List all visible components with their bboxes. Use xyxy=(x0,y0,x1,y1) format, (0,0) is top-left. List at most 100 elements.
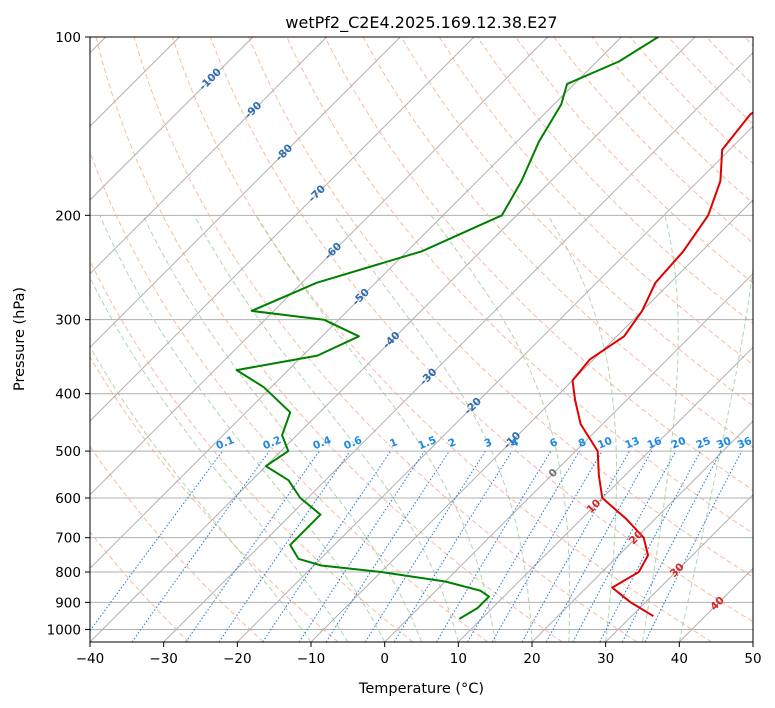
isotherm-gridline xyxy=(90,37,696,642)
dewpoint-profile-line xyxy=(235,37,659,620)
mixing-ratio-line xyxy=(131,450,270,642)
y-tick-label: 900 xyxy=(55,595,81,611)
x-tick-label: −20 xyxy=(223,651,252,667)
mixing-ratio-label: 36 xyxy=(736,435,754,452)
dry-adiabat xyxy=(286,37,753,534)
moist-adiabat xyxy=(90,345,312,642)
isotherm-gridline xyxy=(236,125,753,642)
x-tick-label: 20 xyxy=(523,651,540,667)
y-tick-label: 100 xyxy=(55,30,81,46)
dry-adiabat xyxy=(477,37,753,325)
y-tick-label: 800 xyxy=(55,565,81,581)
y-tick-label: 200 xyxy=(55,208,81,224)
mixing-ratio-line xyxy=(435,450,552,642)
dry-adiabat xyxy=(90,531,190,642)
moist-adiabat xyxy=(678,265,753,642)
isotherm-gridline xyxy=(531,420,753,642)
moist-adiabat xyxy=(642,215,679,642)
y-tick-label: 400 xyxy=(55,387,81,403)
mixing-ratio-line xyxy=(364,450,486,642)
x-tick-label: 50 xyxy=(744,651,761,667)
mixing-ratio-lines xyxy=(90,450,743,642)
dry-adiabat xyxy=(553,37,753,244)
dry-adiabat xyxy=(171,37,712,642)
mixing-ratio-label: 6 xyxy=(548,436,559,450)
mixing-ratio-label: 1 xyxy=(388,436,399,450)
y-tick-label: 1000 xyxy=(47,622,81,638)
x-tick-label: −40 xyxy=(76,651,105,667)
x-axis: −40 −30 −20 −10 0 10 20 30 40 50 xyxy=(76,642,762,667)
mixing-ratio-label: 2 xyxy=(446,436,457,450)
mixing-ratio-label: 30 xyxy=(715,435,733,452)
plot-frame xyxy=(89,36,754,643)
dry-adiabat xyxy=(90,259,414,642)
isotherm-gridline xyxy=(90,37,622,570)
isotherm-gridline xyxy=(384,272,753,642)
mixing-ratio-line xyxy=(545,450,653,642)
x-tick-label: 30 xyxy=(597,651,614,667)
moist-adiabat xyxy=(547,215,617,642)
y-axis-title: Pressure (hPa) xyxy=(12,287,28,391)
moist-adiabat xyxy=(430,215,571,642)
dry-adiabat xyxy=(438,37,753,366)
dry-adiabat xyxy=(400,37,753,407)
mixing-ratio-label: 16 xyxy=(645,435,663,452)
moist-adiabats xyxy=(90,215,753,642)
moist-adiabat xyxy=(142,215,422,642)
isotherm-gridline xyxy=(90,37,475,422)
dry-adiabat xyxy=(133,37,638,642)
grid-lines xyxy=(90,37,753,642)
mixing-ratio-line xyxy=(393,450,513,642)
dry-adiabat xyxy=(95,37,563,642)
x-tick-label: 40 xyxy=(671,651,688,667)
mixing-ratio-label: 3 xyxy=(483,436,494,450)
isotherm-gridline xyxy=(90,37,254,201)
mixing-ratio-label: 13 xyxy=(623,435,641,452)
y-tick-label: 300 xyxy=(55,313,81,329)
isotherm-gridline xyxy=(163,51,753,642)
moist-adiabat xyxy=(193,215,459,642)
moist-adiabat xyxy=(255,215,496,642)
series-layer xyxy=(235,37,753,620)
dry-adiabat xyxy=(248,37,753,578)
mixing-ratio-line xyxy=(521,450,630,642)
dry-adiabat xyxy=(324,37,753,491)
mixing-ratio-label: 10 xyxy=(596,435,614,452)
mixing-ratio-line xyxy=(262,450,392,642)
moist-adiabat xyxy=(90,276,349,642)
mixing-ratio-label: 20 xyxy=(670,435,688,452)
isotherm-gridline xyxy=(605,493,753,642)
dry-adiabat xyxy=(591,37,753,204)
isotherm-gridline xyxy=(90,37,328,275)
mixing-ratio-label: 25 xyxy=(694,435,712,452)
isotherm-gridline xyxy=(310,199,753,642)
y-axis: 100 200 300 400 500 600 700 800 900 1000 xyxy=(47,30,90,638)
mixing-ratio-line xyxy=(218,450,351,642)
mixing-ratio-line xyxy=(644,450,743,642)
x-tick-label: −30 xyxy=(149,651,178,667)
mixing-ratio-label: 8 xyxy=(577,436,588,450)
chart-title: wetPf2_C2E4.2025.169.12.38.E27 xyxy=(285,13,557,33)
temperature-profile-line xyxy=(571,111,753,618)
y-tick-label: 500 xyxy=(55,444,81,460)
y-tick-label: 600 xyxy=(55,491,81,507)
x-axis-title: Temperature (°C) xyxy=(358,681,484,697)
isotherm-gridline xyxy=(90,37,549,496)
dry-adiabat xyxy=(210,37,753,623)
x-tick-label: 10 xyxy=(450,651,467,667)
moist-adiabat xyxy=(99,215,386,642)
x-tick-label: 0 xyxy=(380,651,389,667)
mixing-ratio-line xyxy=(185,450,320,642)
y-tick-label: 700 xyxy=(55,531,81,547)
x-tick-label: −10 xyxy=(297,651,326,667)
mixing-ratio-line xyxy=(325,450,450,642)
mixing-ratio-labels: 0.1 0.2 0.4 0.6 1 1.5 2 3 4 6 8 10 13 16 20 25 30 36 xyxy=(214,434,753,452)
dry-adiabat xyxy=(90,150,488,642)
plot-area: -100-90-80-70-60-50-40-30-20-10010203040… xyxy=(90,37,753,642)
isotherm-gridline xyxy=(90,37,401,349)
mixing-ratio-line xyxy=(572,450,677,642)
mixing-ratio-line xyxy=(621,450,722,642)
isotherm-gridline xyxy=(457,346,753,642)
